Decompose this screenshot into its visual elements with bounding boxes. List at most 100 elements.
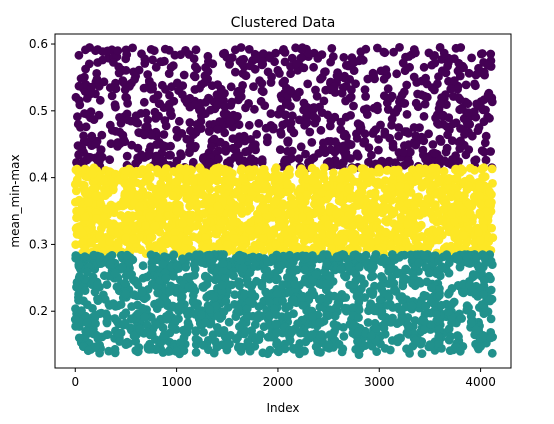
data-point (246, 218, 255, 227)
series-0 (71, 43, 497, 173)
data-point (444, 58, 453, 67)
data-point (404, 242, 414, 252)
data-point (420, 251, 430, 260)
data-point (154, 111, 163, 121)
data-point (185, 118, 195, 127)
data-point (229, 234, 239, 243)
data-point (322, 260, 332, 269)
data-point (153, 288, 163, 298)
data-point (486, 49, 496, 59)
data-point (464, 108, 473, 118)
data-point (142, 320, 152, 330)
data-point (192, 233, 202, 243)
data-point (302, 190, 312, 200)
data-point (350, 237, 360, 247)
data-point (159, 130, 169, 139)
data-point (358, 55, 368, 65)
data-point (464, 199, 474, 209)
data-point (313, 237, 322, 247)
data-point (161, 121, 171, 131)
data-point (226, 101, 236, 110)
data-point (92, 214, 102, 223)
data-point (431, 200, 440, 210)
data-point (316, 125, 326, 135)
data-point (356, 284, 366, 294)
data-point (114, 329, 124, 339)
data-point (302, 174, 311, 184)
data-point (356, 274, 366, 283)
data-point (477, 300, 487, 309)
data-point (245, 297, 255, 306)
data-point (254, 225, 263, 235)
data-point (102, 318, 112, 328)
data-point (410, 200, 419, 210)
data-point (141, 221, 150, 230)
data-point (241, 71, 251, 81)
data-point (435, 325, 444, 335)
data-point (395, 292, 405, 301)
data-point (245, 61, 255, 71)
data-point (441, 147, 451, 157)
data-point (307, 138, 317, 147)
data-point (395, 188, 404, 198)
data-point (354, 327, 364, 336)
data-point (417, 132, 426, 142)
data-point (321, 285, 331, 295)
data-point (432, 227, 442, 237)
data-point (463, 99, 473, 109)
x-tick-label: 2000 (263, 375, 294, 389)
data-point (337, 88, 347, 98)
data-point (181, 183, 191, 193)
data-point (242, 206, 252, 216)
data-point (266, 78, 276, 87)
data-point (322, 279, 332, 288)
data-point (465, 209, 475, 219)
data-point (470, 289, 480, 299)
data-point (108, 185, 118, 195)
data-point (298, 212, 307, 222)
data-point (199, 328, 209, 337)
data-point (80, 244, 90, 254)
data-point (421, 154, 430, 164)
data-point (487, 348, 497, 358)
data-point (286, 225, 296, 234)
data-point (339, 250, 349, 260)
data-point (110, 100, 120, 110)
data-point (247, 172, 256, 182)
data-point (475, 210, 485, 220)
data-point (295, 349, 304, 359)
data-point (272, 337, 282, 347)
data-point (238, 59, 247, 69)
data-point (319, 96, 329, 106)
data-point (81, 122, 91, 132)
data-point (101, 187, 111, 197)
data-point (237, 164, 247, 174)
data-point (105, 83, 115, 93)
data-point (260, 101, 270, 110)
data-point (70, 315, 80, 324)
data-point (272, 289, 282, 298)
data-point (413, 250, 423, 259)
data-point (457, 314, 466, 323)
data-point (278, 78, 288, 88)
data-point (139, 83, 149, 93)
data-point (83, 198, 93, 208)
data-point (232, 186, 242, 196)
data-point (286, 209, 296, 219)
data-point (383, 84, 393, 94)
data-point (379, 253, 389, 263)
data-point (177, 292, 187, 301)
data-point (203, 67, 213, 76)
data-point (164, 45, 174, 55)
data-point (184, 50, 194, 59)
data-point (114, 175, 123, 185)
data-point (459, 125, 469, 135)
data-point (475, 236, 485, 245)
data-point (176, 50, 186, 60)
data-point (217, 280, 227, 290)
data-point (434, 257, 443, 266)
data-point (454, 93, 463, 102)
data-point (175, 172, 184, 182)
data-point (242, 304, 252, 313)
data-point (81, 64, 90, 74)
